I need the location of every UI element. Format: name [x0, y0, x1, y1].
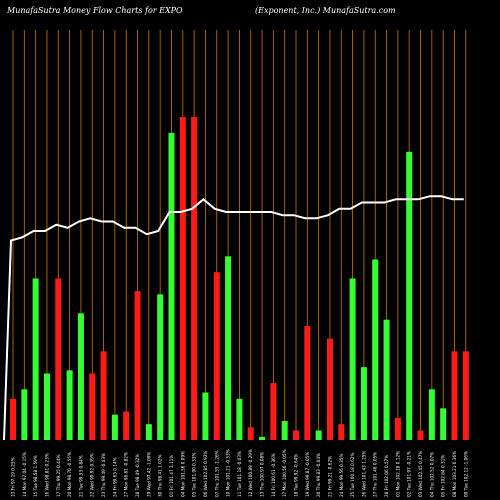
money-flow-bar	[281, 421, 288, 440]
money-flow-bar	[179, 117, 186, 440]
x-tick-label: 12 Wed 100.89 -0.29%	[248, 449, 253, 497]
money-flow-bar	[270, 383, 277, 440]
x-tick-label: 13 Fri 97.19 0.25%	[11, 457, 16, 497]
x-tick-label: 01 Mon 102.18 0.12%	[395, 451, 400, 497]
x-tick-label: 28 Tue 98.49 -0.32%	[135, 454, 140, 497]
x-tick-label: 08 Mon 103.21 0.36%	[452, 451, 457, 497]
x-tick-label: 04 Thu 102.52 0.07%	[429, 452, 434, 497]
x-tick-label: 10 Mon 101.21 -0.33%	[226, 449, 231, 497]
x-tick-label: 05 Tue 101.90 0.33%	[192, 453, 197, 497]
money-flow-bar	[77, 313, 84, 440]
x-tick-label: 17 Thu 99.25 0.44%	[56, 455, 61, 497]
x-tick-label: 17 Mon 100.56 -0.05%	[282, 449, 287, 497]
money-flow-bar	[360, 367, 367, 440]
money-flow-bar	[383, 319, 390, 440]
money-flow-bar	[145, 424, 152, 440]
x-tick-label: 20 Thu 99.83 -0.04%	[316, 453, 321, 497]
money-flow-bar	[428, 389, 435, 440]
x-tick-label: 25 Tue 100.18 0.62%	[350, 453, 355, 497]
money-flow-bar	[293, 430, 299, 440]
x-tick-label: 14 Fri 100.61 -0.36%	[271, 453, 276, 497]
money-flow-bar	[111, 414, 118, 440]
money-flow-bar	[21, 389, 28, 440]
money-flow-bar	[89, 373, 96, 440]
x-tick-label: 05 Fri 102.84 0.31%	[441, 455, 446, 497]
x-tick-label: 24 Mon 99.56 0.35%	[339, 454, 344, 497]
money-flow-bar	[100, 351, 107, 440]
x-tick-label: 14 Mon 97.04 -0.15%	[22, 452, 27, 497]
x-tick-label: 22 Wed 99.92 0.39%	[90, 453, 95, 497]
x-tick-label: 28 Fri 102.06 0.57%	[384, 455, 389, 497]
money-flow-bar	[372, 259, 379, 440]
money-flow-bar	[10, 398, 16, 440]
x-tick-label: 06 Wed 102.85 0.93%	[203, 451, 208, 497]
price-line-group	[3, 195, 464, 441]
money-flow-bar	[349, 278, 356, 440]
money-flow-bar	[338, 424, 345, 440]
x-tick-label: 20 Mon 98.70 -0.55%	[67, 452, 72, 497]
money-flow-bar	[440, 408, 447, 440]
money-flow-bar	[66, 370, 73, 440]
money-flow-bar	[168, 132, 175, 441]
x-tick-label: 09 Tue 102.12 -1.06%	[463, 451, 468, 497]
x-tick-label: 29 Wed 97.42 -1.09%	[146, 452, 151, 497]
money-flow-bar	[202, 392, 209, 440]
money-flow-bar	[43, 373, 50, 440]
money-flow-bar	[394, 417, 401, 440]
x-tick-label: 18 Tue 99.92 -0.64%	[294, 454, 299, 497]
x-tick-label: 26 Wed 101.43 1.25%	[361, 451, 366, 497]
x-tick-label: 30 Thu 98.41 1.02%	[158, 455, 163, 497]
money-flow-bar	[259, 436, 266, 440]
money-flow-bar	[417, 430, 424, 440]
x-tick-label: 27 Mon 98.81 -0.82%	[124, 452, 129, 497]
x-tick-label: 04 Mon 101.56 0.09%	[180, 451, 185, 497]
x-tick-label: 07 Thu 101.55 -1.26%	[214, 450, 219, 497]
chart-subtitle: (Exponent, Inc.) MunafaSutra.com	[255, 6, 396, 15]
money-flow-bar	[123, 411, 130, 440]
x-tick-label: 03 Wed 102.45 0.47%	[418, 451, 423, 497]
money-flow-bar	[191, 117, 198, 440]
x-tick-label: 24 Fri 99.63 0.14%	[112, 457, 117, 497]
x-tick-label: 19 Wed 99.87 -0.05%	[305, 452, 310, 497]
money-flow-bar	[55, 278, 62, 440]
x-tick-label: 16 Wed 98.81 0.23%	[44, 453, 49, 497]
money-flow-bar	[451, 351, 458, 440]
money-flow-bars	[10, 117, 469, 441]
money-flow-bar	[247, 427, 254, 440]
money-flow-bar	[225, 256, 232, 440]
money-flow-bar	[236, 398, 243, 440]
x-tick-label: 01 Fri 101.47 3.11%	[169, 455, 174, 497]
x-tick-label: 02 Tue 101.97 -0.21%	[407, 451, 412, 497]
x-tick-labels: 13 Fri 97.19 0.25% 14 Mon 97.04 -0.15% 15 …	[11, 449, 469, 497]
money-flow-bar	[32, 278, 39, 440]
x-tick-label: 15 Tue 98.58 1.59%	[33, 455, 38, 497]
x-tick-label: 23 Thu 99.49 -0.43%	[101, 453, 106, 497]
chart-title: MunafaSutra Money Flow Charts for EXPO	[6, 6, 183, 15]
x-tick-label: 21 Tue 99.53 0.84%	[78, 455, 83, 497]
money-flow-bar	[462, 351, 469, 440]
money-flow-bar	[315, 430, 322, 440]
money-flow-bar	[326, 338, 333, 440]
money-flow-bar	[406, 151, 413, 441]
money-flow-bar	[213, 272, 220, 440]
money-flow-bar	[304, 326, 311, 440]
x-tick-label: 11 Tue 101.18 -0.03%	[237, 451, 242, 497]
money-flow-bar	[157, 294, 164, 440]
x-tick-label: 27 Thu 101.48 0.05%	[373, 452, 378, 497]
price-line	[3, 195, 464, 441]
x-tick-label: 13 Thu 100.97 0.08%	[260, 452, 265, 497]
money-flow-bar	[134, 291, 141, 440]
x-tick-label: 21 Fri 99.21 -0.62%	[327, 456, 332, 497]
